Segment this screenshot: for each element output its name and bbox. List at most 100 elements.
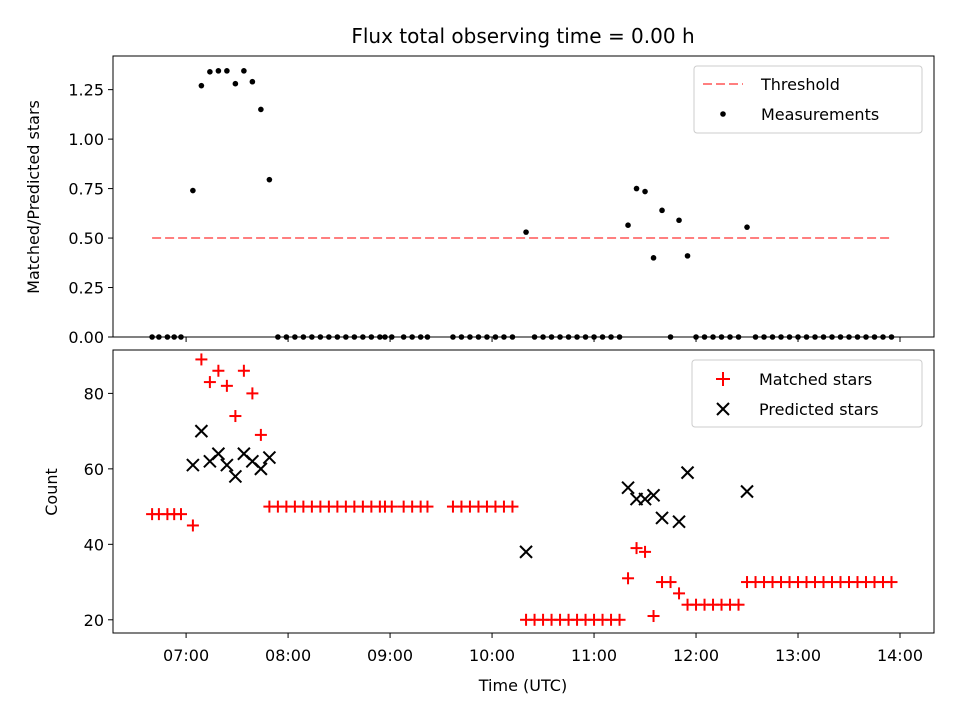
matched-star-point [212,364,225,377]
matched-star-point [673,587,686,600]
predicted-star-point [220,458,234,472]
measurement-point [156,334,162,340]
predicted-star-point [680,465,695,480]
measurement-point [467,334,473,340]
measurement-point [409,334,415,340]
measurement-point [829,334,835,340]
measurement-point [190,187,196,194]
measurement-point [540,334,546,340]
measurement-point [642,188,648,195]
predicted-star-point [254,462,268,476]
measurement-point [492,334,499,340]
matched-star-point [220,379,233,392]
measurement-point [812,334,818,340]
measurement-point [351,334,358,340]
predicted-star-point [194,424,209,438]
matched-star-point [385,500,398,513]
measurement-point [803,334,810,340]
measurement-point [557,334,563,340]
predicted-star-point [186,458,200,472]
x-tick-label: 07:00 [163,646,209,665]
x-tick-label: 09:00 [367,646,413,665]
top-legend: Threshold Measurements [693,65,923,134]
predicted-star-point [638,492,652,506]
top-legend-box [693,65,923,134]
matched-star-point [254,428,267,441]
measurement-point [752,334,759,340]
measurement-point [718,334,725,340]
x-tick-label: 11:00 [571,646,617,665]
measurement-point [727,334,733,340]
predicted-star-point [646,488,661,502]
legend-measurements-label: Measurements [761,105,879,124]
predicted-star-point [228,469,243,484]
bottom-plot-frame [112,349,935,634]
x-axis-title: Time (UTC) [478,676,567,695]
matched-star-point [622,572,635,585]
matched-star-point [630,542,643,555]
count-points [146,353,898,626]
measurement-point [241,68,247,74]
legend-predicted-label: Predicted stars [759,400,879,419]
predicted-star-point [621,481,635,495]
legend-threshold-label: Threshold [760,75,840,94]
measurement-point [164,334,171,340]
bottom-panel: 20 40 60 80 07:00 08:00 09:00 10:00 11:00 12:00 1… [42,349,935,695]
predicted-star-point [262,450,277,465]
top-y-tick-label: 0.25 [68,279,104,298]
measurement-point [880,334,886,340]
bottom-x-ticks: 07:00 08:00 09:00 10:00 11:00 12:00 13:00 14:00 [163,633,923,665]
measurement-point [249,78,256,85]
matched-star-point [229,410,242,423]
measurement-point [786,334,793,340]
measurement-point [684,253,691,259]
measurement-point [625,222,631,228]
matched-star-point [421,500,434,513]
measurement-point [171,334,177,340]
legend-predicted-swatch [716,402,730,416]
top-y-tick-label: 1.25 [68,81,104,100]
measurement-point [224,68,230,74]
legend-measurements-swatch [720,111,726,117]
x-tick-label: 12:00 [673,646,719,665]
x-tick-label: 10:00 [469,646,515,665]
measurement-point [778,334,784,340]
measurement-point [484,334,490,340]
measurement-point [574,334,580,340]
measurement-point [292,334,298,340]
measurement-point [863,334,869,340]
measurement-point [888,334,895,340]
matched-star-point [174,508,187,521]
measurement-point [317,334,324,340]
measurement-point [761,334,767,340]
measurement-point [582,334,589,340]
measurement-point [676,217,682,224]
bottom-y-tick-label: 60 [84,460,104,479]
measurement-point [693,334,699,340]
measurement-point [275,334,281,340]
legend-matched-label: Matched stars [759,370,872,389]
measurement-point [417,334,424,340]
x-tick-label: 14:00 [877,646,923,665]
bottom-legend-box [691,359,923,428]
measurement-point [735,334,742,340]
measurement-point [360,334,366,340]
matched-star-point [246,387,259,400]
chart-title: Flux total observing time = 0.00 h [351,24,694,48]
measurement-point [871,334,878,340]
measurement-point [769,334,776,340]
matched-star-point [203,376,216,389]
measurement-point [501,334,507,340]
measurement-point [382,334,388,340]
matched-star-point [506,500,519,513]
measurement-point [326,334,332,340]
measurement-point [710,334,716,340]
bottom-y-ticks: 20 40 60 80 [84,384,113,630]
x-tick-label: 13:00 [775,646,821,665]
measurement-point [795,334,801,340]
measurement-point [424,334,431,340]
measurement-point [565,334,572,340]
matched-star-point [186,519,199,532]
measurement-point [854,334,861,340]
